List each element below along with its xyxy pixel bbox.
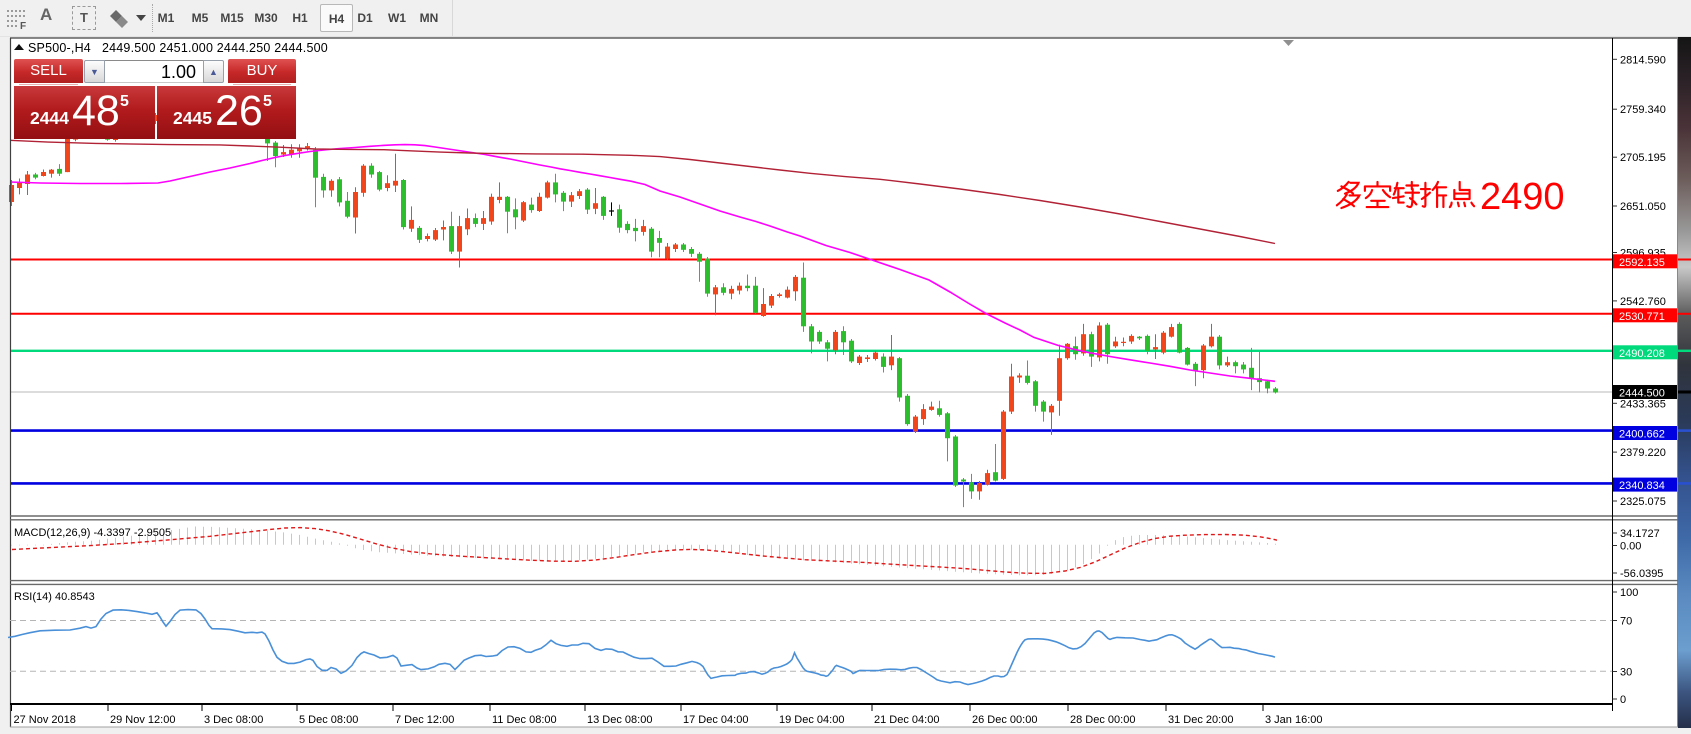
svg-text:34.1727: 34.1727 — [1620, 528, 1660, 540]
svg-text:-56.0395: -56.0395 — [1620, 568, 1663, 580]
svg-text:2444.500: 2444.500 — [1619, 388, 1665, 400]
svg-text:3 Dec 08:00: 3 Dec 08:00 — [204, 714, 263, 726]
svg-text:2400.662: 2400.662 — [1619, 429, 1665, 441]
svg-text:21 Dec 04:00: 21 Dec 04:00 — [874, 714, 939, 726]
svg-text:17 Dec 04:00: 17 Dec 04:00 — [683, 714, 748, 726]
svg-text:SP500-,H4 2449.500 2451.000: SP500-,H4 2449.500 2451.000 2444.250 244… — [28, 41, 328, 55]
svg-text:2433.365: 2433.365 — [1620, 398, 1666, 410]
svg-text:7 Dec 12:00: 7 Dec 12:00 — [395, 714, 454, 726]
svg-text:0: 0 — [1620, 694, 1626, 706]
svg-text:2530.771: 2530.771 — [1619, 311, 1665, 323]
svg-text:2340.834: 2340.834 — [1619, 480, 1665, 492]
svg-text:27 Nov 2018: 27 Nov 2018 — [14, 714, 76, 726]
svg-text:2490: 2490 — [1480, 176, 1565, 218]
svg-text:2814.590: 2814.590 — [1620, 54, 1666, 66]
svg-text:70: 70 — [1620, 616, 1632, 628]
svg-text:MACD(12,26,9) -4.3397 -2.9505: MACD(12,26,9) -4.3397 -2.9505 — [14, 527, 171, 539]
svg-text:2490.208: 2490.208 — [1619, 348, 1665, 360]
svg-text:19 Dec 04:00: 19 Dec 04:00 — [779, 714, 844, 726]
svg-text:0.00: 0.00 — [1620, 541, 1641, 553]
svg-text:30: 30 — [1620, 667, 1632, 679]
svg-text:2592.135: 2592.135 — [1619, 257, 1665, 269]
svg-text:2651.050: 2651.050 — [1620, 201, 1666, 213]
svg-text:RSI(14) 40.8543: RSI(14) 40.8543 — [14, 591, 95, 603]
svg-text:100: 100 — [1620, 587, 1638, 599]
svg-text:13 Dec 08:00: 13 Dec 08:00 — [587, 714, 652, 726]
svg-text:3 Jan 16:00: 3 Jan 16:00 — [1265, 714, 1323, 726]
svg-text:29 Nov 12:00: 29 Nov 12:00 — [110, 714, 175, 726]
svg-text:28 Dec 00:00: 28 Dec 00:00 — [1070, 714, 1135, 726]
svg-text:2325.075: 2325.075 — [1620, 496, 1666, 508]
svg-text:F: F — [20, 21, 26, 31]
svg-text:11 Dec 08:00: 11 Dec 08:00 — [492, 714, 557, 726]
svg-text:2379.220: 2379.220 — [1620, 447, 1666, 459]
svg-text:2542.760: 2542.760 — [1620, 296, 1666, 308]
svg-text:2759.340: 2759.340 — [1620, 104, 1666, 116]
svg-text:31 Dec 20:00: 31 Dec 20:00 — [1168, 714, 1233, 726]
svg-text:26 Dec 00:00: 26 Dec 00:00 — [972, 714, 1037, 726]
svg-text:5 Dec 08:00: 5 Dec 08:00 — [299, 714, 358, 726]
svg-text:2705.195: 2705.195 — [1620, 152, 1666, 164]
